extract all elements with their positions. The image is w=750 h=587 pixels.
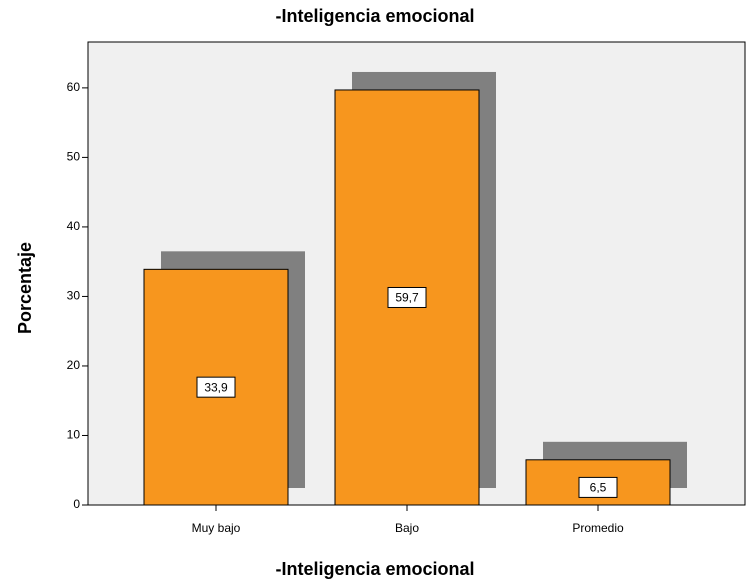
y-tick-label: 60 xyxy=(67,80,81,94)
y-tick-label: 50 xyxy=(67,150,81,164)
value-label: 33,9 xyxy=(204,380,228,394)
y-axis-label: Porcentaje xyxy=(15,242,35,334)
y-tick-label: 10 xyxy=(67,428,81,442)
value-label: 59,7 xyxy=(395,291,419,305)
y-tick-label: 0 xyxy=(73,497,80,511)
value-label-box xyxy=(196,376,236,398)
chart-title: -Inteligencia emocional xyxy=(275,6,474,26)
x-tick-label: Muy bajo xyxy=(192,521,241,535)
value-label-box xyxy=(387,286,427,308)
value-label-box xyxy=(578,476,618,498)
x-tick-label: Promedio xyxy=(572,521,624,535)
y-tick-label: 30 xyxy=(67,289,81,303)
value-label: 6,5 xyxy=(590,481,607,495)
x-axis-label: -Inteligencia emocional xyxy=(275,559,474,579)
x-tick-label: Bajo xyxy=(395,521,419,535)
y-tick-label: 20 xyxy=(67,358,81,372)
y-tick-label: 40 xyxy=(67,219,81,233)
